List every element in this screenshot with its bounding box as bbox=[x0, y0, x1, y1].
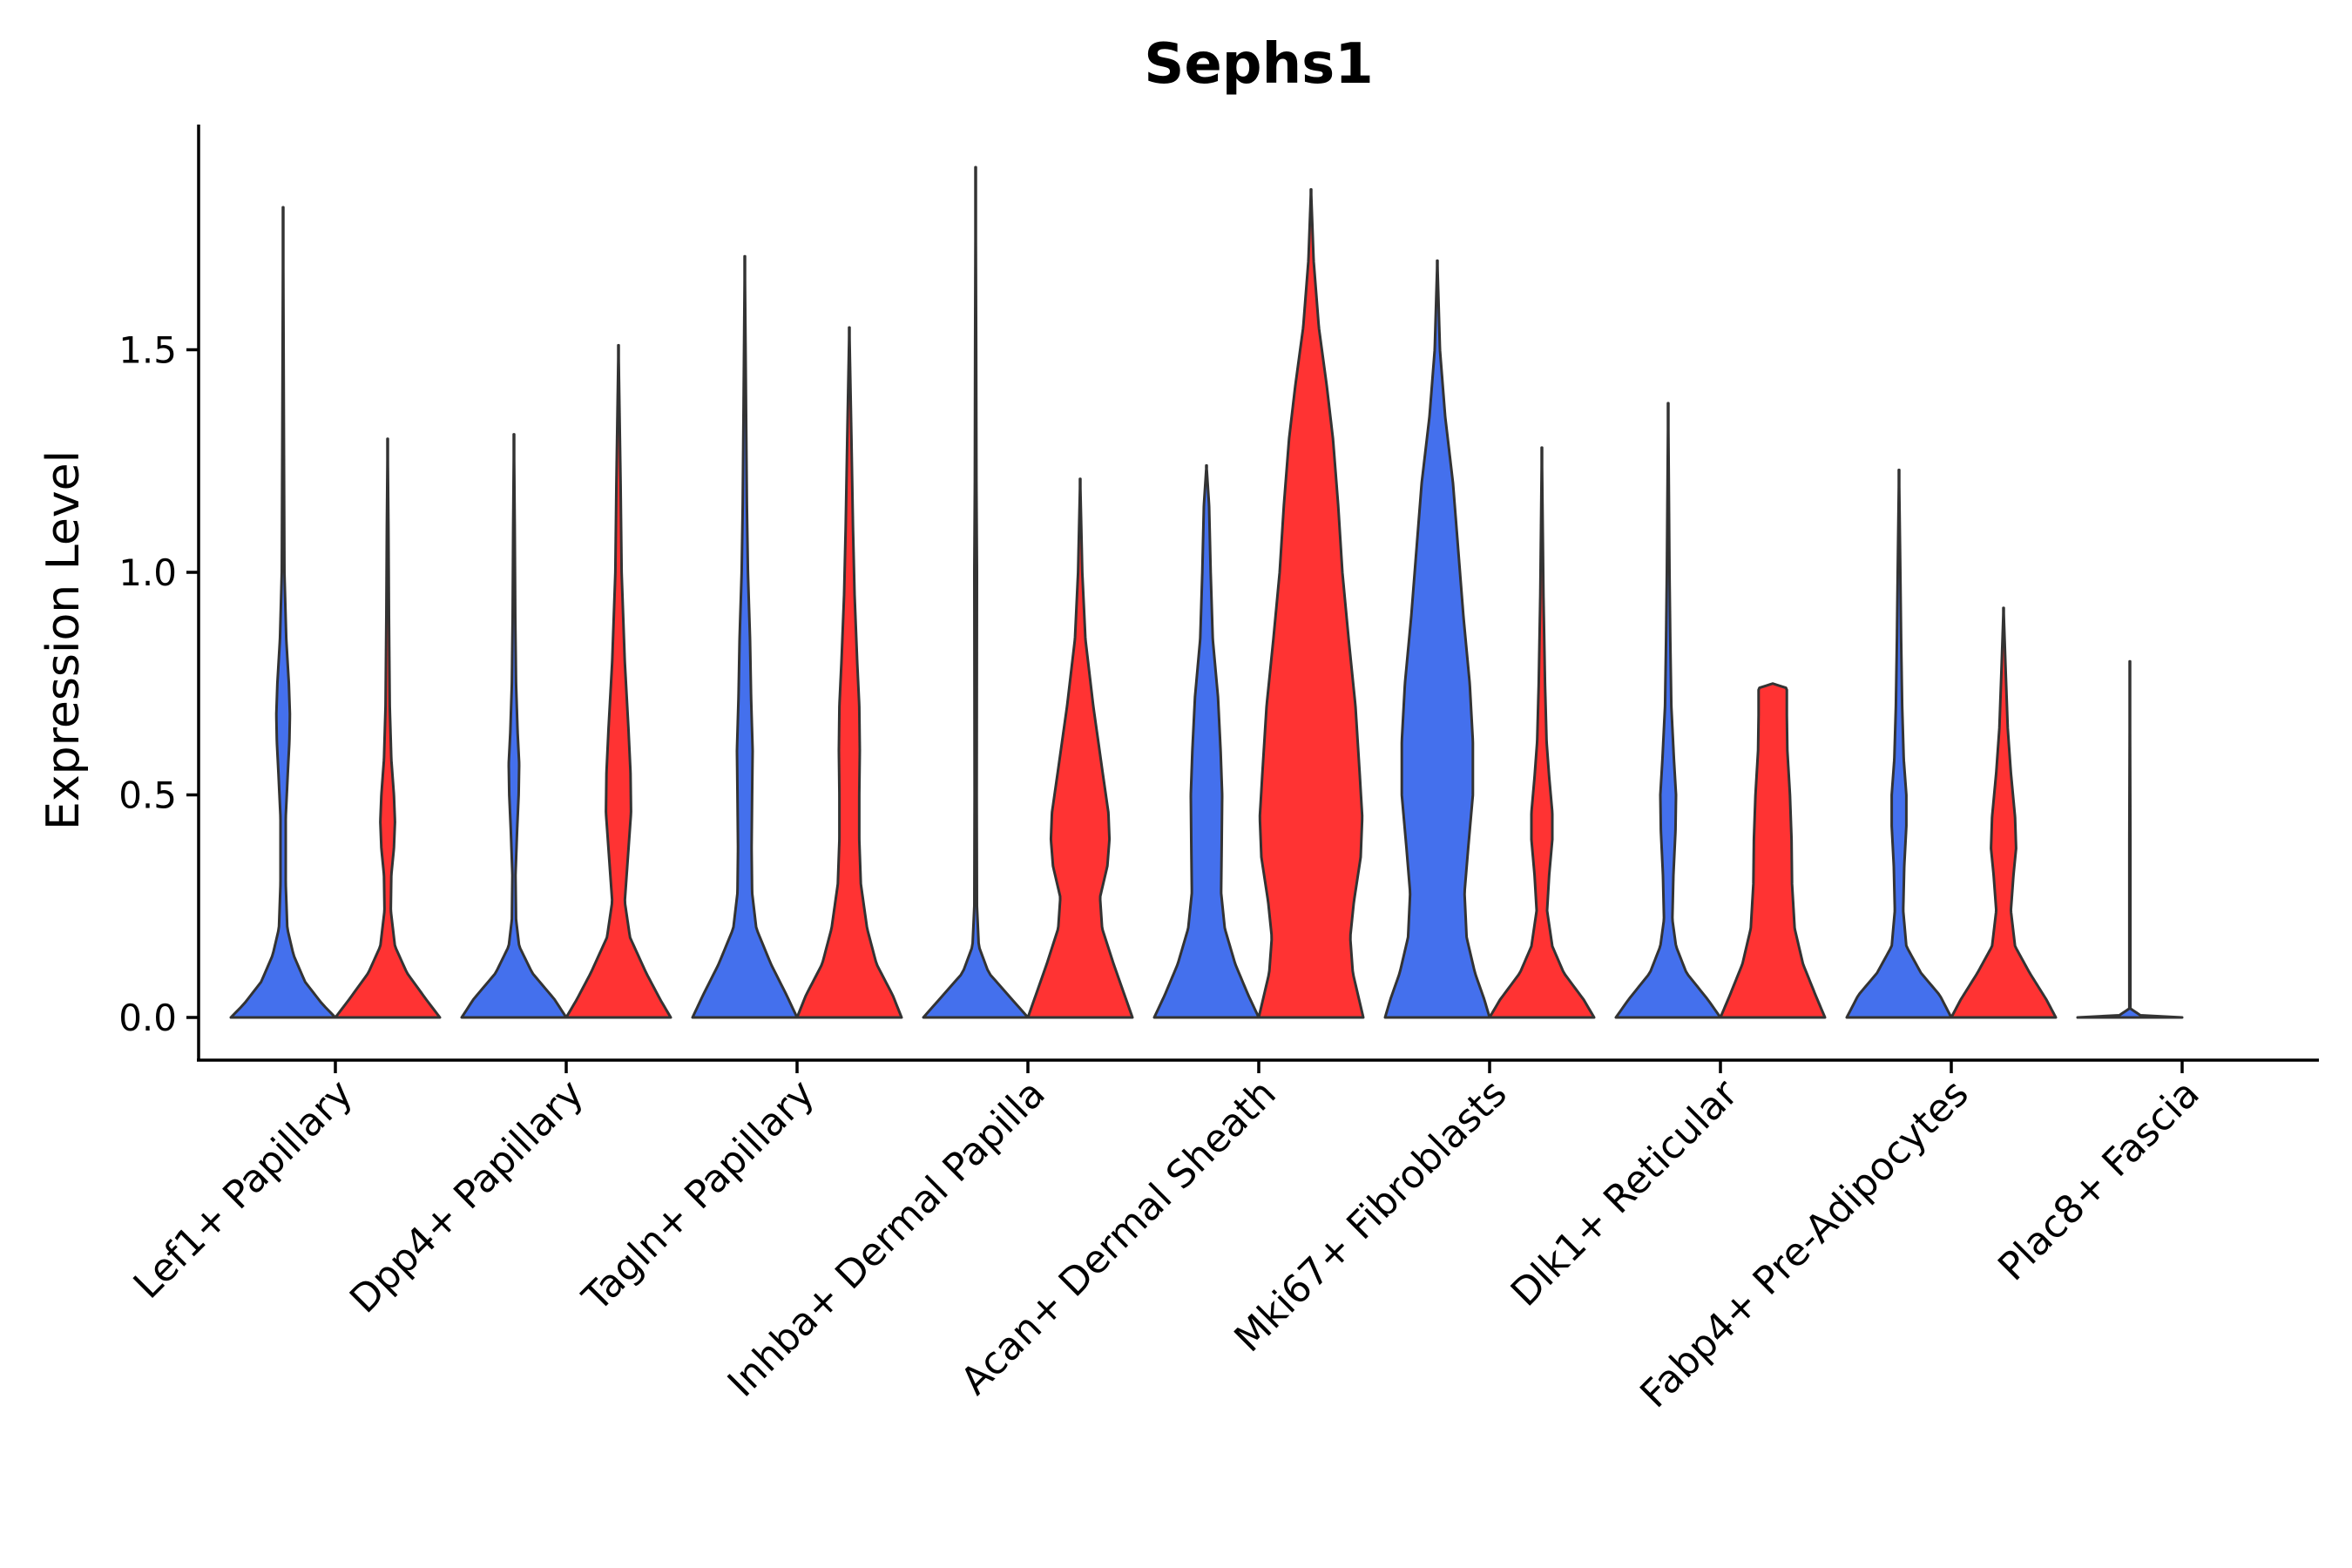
violin-blue-tagln-papillary bbox=[691, 254, 799, 1019]
chart-title: Sephs1 bbox=[1144, 32, 1374, 97]
violin-blue-mki67-fibroblasts bbox=[1383, 259, 1491, 1019]
x-tick-label-dlk1-reticular: Dlk1+ Reticular bbox=[1503, 1071, 1747, 1315]
violin-red-inhba-dermal-papilla bbox=[1026, 477, 1134, 1019]
violin-blue-acan-dermal-sheath bbox=[1152, 463, 1260, 1019]
violin-blue-plac8-fascia bbox=[2076, 659, 2184, 1019]
violin-blue-inhba-dermal-papilla bbox=[922, 166, 1030, 1019]
x-tick-label-plac8-fascia: Plac8+ Fascia bbox=[1990, 1071, 2208, 1290]
x-tick-label-dpp4-papillary: Dpp4+ Papillary bbox=[341, 1071, 592, 1322]
violin-blue-dpp4-papillary bbox=[460, 433, 568, 1019]
violin-red-acan-dermal-sheath bbox=[1257, 188, 1365, 1019]
y-axis-ticks: 0.0 0.5 1.0 1.5 bbox=[118, 329, 199, 1039]
violin-blue-lef1-papillary bbox=[229, 206, 337, 1019]
y-tick-label: 1.5 bbox=[118, 329, 177, 372]
y-tick-label: 0.0 bbox=[118, 997, 177, 1039]
violin-red-tagln-papillary bbox=[795, 326, 903, 1019]
violin-red-dpp4-papillary bbox=[564, 343, 672, 1019]
violin-red-dlk1-reticular bbox=[1719, 682, 1827, 1019]
x-tick-label-tagln-papillary: Tagln+ Papillary bbox=[574, 1071, 823, 1321]
violin-blue-fabp4-pre-adipocytes bbox=[1845, 468, 1953, 1019]
violin-red-mki67-fibroblasts bbox=[1488, 446, 1596, 1019]
violin-red-lef1-papillary bbox=[334, 437, 442, 1019]
violin-red-fabp4-pre-adipocytes bbox=[1950, 606, 2058, 1019]
y-tick-label: 0.5 bbox=[118, 774, 177, 817]
violins-group bbox=[229, 166, 2184, 1019]
y-axis-title: Expression Level bbox=[37, 450, 90, 830]
x-tick-label-lef1-papillary: Lef1+ Papillary bbox=[125, 1071, 362, 1308]
y-tick-label: 1.0 bbox=[118, 551, 177, 594]
violin-blue-dlk1-reticular bbox=[1614, 402, 1722, 1019]
